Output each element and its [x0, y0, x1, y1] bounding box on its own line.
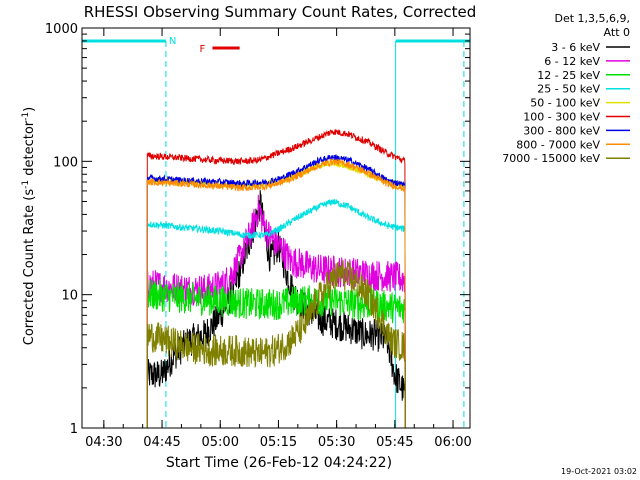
legend-entry-label-8: 7000 - 15000 keV — [502, 152, 600, 165]
x-tick-label-3: 05:15 — [260, 435, 297, 450]
series-line-2 — [146, 279, 406, 429]
series-group — [146, 129, 406, 429]
flare-label: F — [199, 44, 205, 55]
series-line-5 — [146, 129, 406, 429]
y-tick-label-0: 1 — [70, 422, 78, 437]
date-stamp: 19-Oct-2021 03:02 — [561, 467, 637, 476]
legend-entry-label-4: 50 - 100 keV — [530, 97, 600, 110]
y-tick-label-2: 100 — [53, 155, 78, 170]
plot-frame — [81, 27, 471, 429]
legend-header-line-1: Det 1,3,5,6,9, — [554, 12, 630, 25]
x-tick-label-4: 05:30 — [318, 435, 355, 450]
x-tick-label-5: 05:45 — [376, 435, 413, 450]
x-tick-label-6: 06:00 — [434, 435, 471, 450]
legend-entry-label-7: 800 - 7000 keV — [516, 138, 600, 151]
series-line-3 — [146, 199, 406, 429]
series-line-8 — [146, 260, 406, 429]
x-tick-label-2: 05:00 — [202, 435, 239, 450]
series-line-7 — [146, 158, 406, 429]
legend-entry-label-0: 3 - 6 keV — [551, 41, 600, 54]
x-tick-label-1: 04:45 — [143, 435, 180, 450]
legend-entry-label-5: 100 - 300 keV — [523, 111, 600, 124]
axes: 04:30 04:45 05:00 05:15 05:30 05:45 06:00 1 10 10… — [45, 22, 472, 450]
night-label: N — [169, 36, 176, 47]
legend-entry-label-6: 300 - 800 keV — [523, 124, 600, 137]
legend-entry-label-2: 12 - 25 keV — [537, 69, 600, 82]
chart-title: RHESSI Observing Summary Count Rates, Co… — [84, 3, 477, 21]
night-annotations: NF — [82, 36, 470, 428]
legend-entry-label-3: 25 - 50 keV — [537, 83, 600, 96]
x-axis-label: Start Time (26-Feb-12 04:24:22) — [166, 455, 392, 471]
legend-entry-label-1: 6 - 12 keV — [544, 55, 600, 68]
y-tick-label-3: 1000 — [45, 22, 78, 37]
y-axis-label: Corrected Count Rate (s-1 detector-1) — [21, 107, 37, 345]
legend-header-line-2: Att 0 — [604, 26, 630, 39]
x-tick-label-0: 04:30 — [85, 435, 122, 450]
y-tick-label-1: 10 — [61, 289, 78, 304]
